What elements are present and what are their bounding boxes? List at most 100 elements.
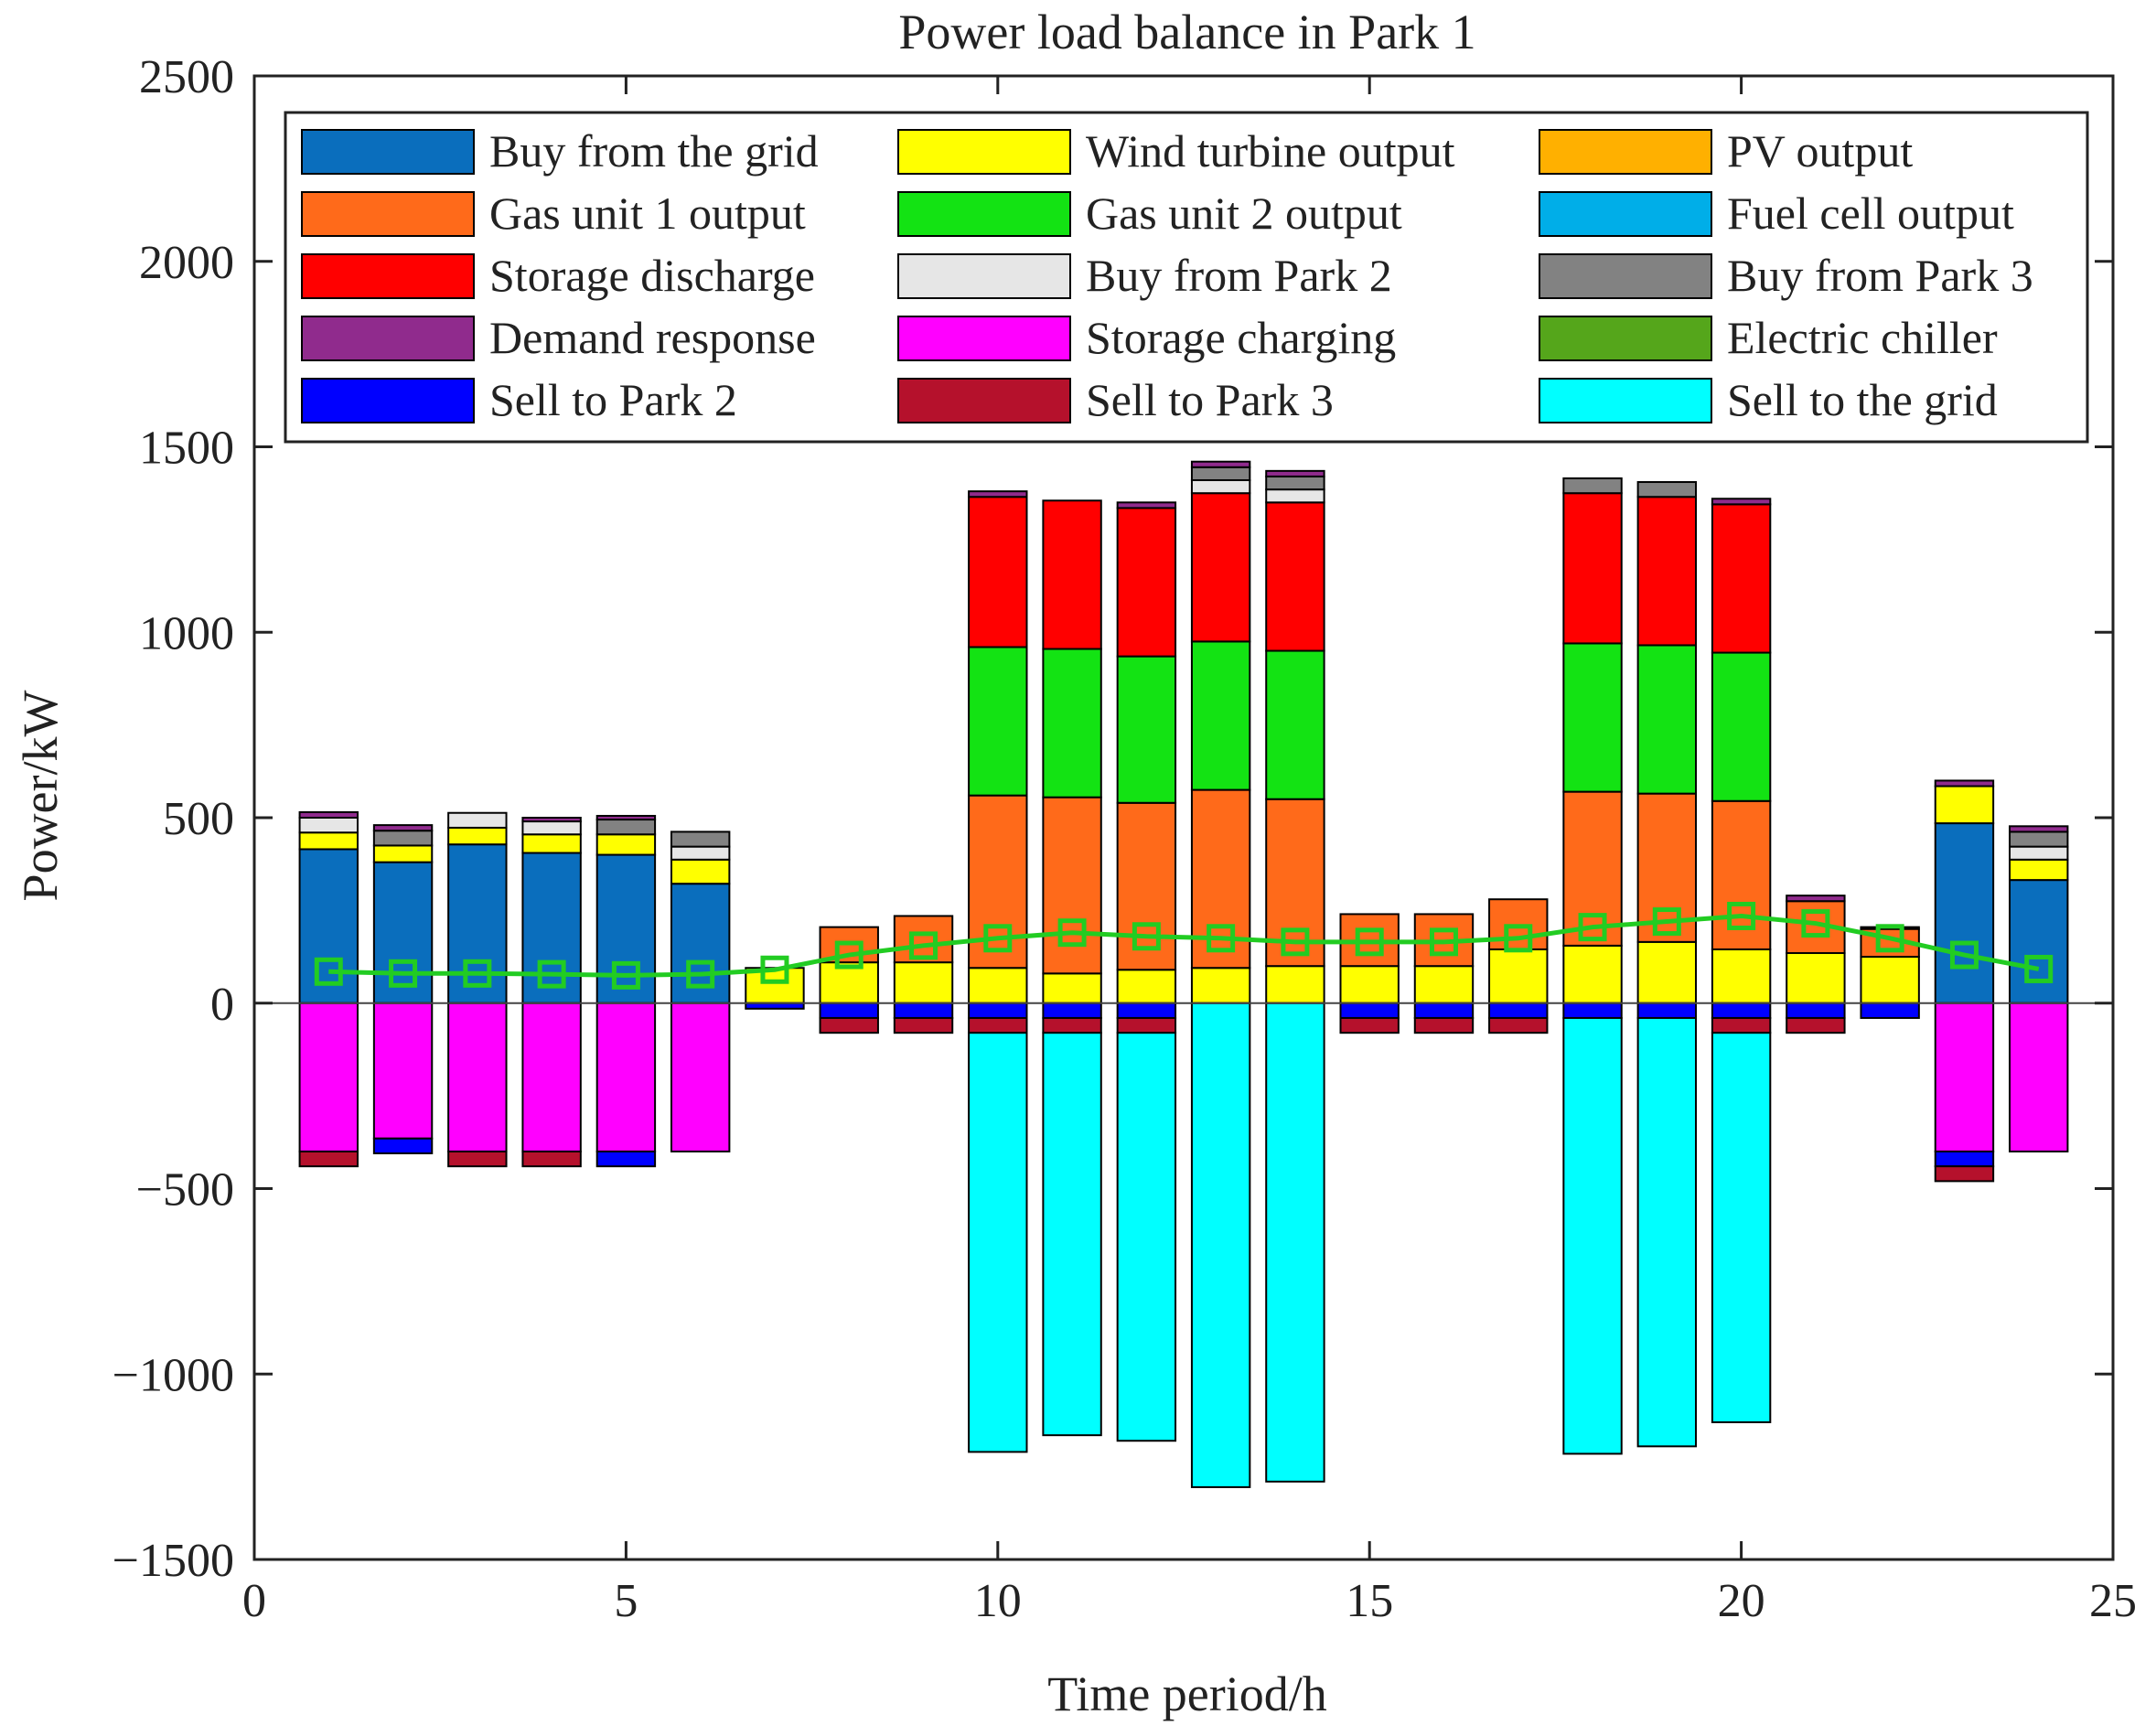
bar-buy-from-the-grid-5 <box>595 853 657 1004</box>
bar-wind-turbine-output-3 <box>447 826 508 846</box>
bar-storage-discharge-19 <box>1636 496 1698 647</box>
y-axis-label: Power/kW <box>13 690 68 901</box>
bar-gas-unit-2-output-20 <box>1711 651 1772 802</box>
bar-storage-discharge-14 <box>1265 501 1325 652</box>
bar-sell-to-park-3-23 <box>1934 1165 1995 1183</box>
bar-buy-from-park-3-5 <box>595 819 657 836</box>
y-tick-label: 0 <box>210 979 234 1031</box>
x-tick-label: 0 <box>242 1575 266 1627</box>
y-tick-label: 2500 <box>139 51 234 103</box>
legend-swatch-buy-from-park-2 <box>897 253 1071 299</box>
bar-wind-turbine-output-18 <box>1562 944 1623 1004</box>
bar-sell-to-the-grid-10 <box>968 1032 1028 1453</box>
bar-demand-response-13 <box>1190 460 1251 468</box>
axes: 0 5 10 15 20 25 −1500 −1000 −500 0 500 1000 1500 2000… <box>113 51 2137 1627</box>
legend-label-storage-charging: Storage charging <box>1086 312 1396 363</box>
bar-sell-to-park-3-11 <box>1042 1016 1102 1034</box>
bar-sell-to-park-2-23 <box>1934 1150 1995 1168</box>
load-marker-17 <box>1504 924 1533 953</box>
bar-buy-from-park-2-1 <box>298 817 359 834</box>
bar-sell-to-park-3-1 <box>298 1150 359 1168</box>
legend: Buy from the grid Wind turbine output PV o… <box>284 111 2089 444</box>
load-marker-20 <box>1727 901 1756 930</box>
legend-label-sell-to-park-3: Sell to Park 3 <box>1086 374 1334 425</box>
bar-buy-from-park-3-19 <box>1636 481 1698 498</box>
load-marker-3 <box>463 959 492 988</box>
load-marker-21 <box>1801 909 1830 938</box>
bar-wind-turbine-output-6 <box>670 858 731 885</box>
bar-storage-charging-1 <box>298 1002 359 1152</box>
bar-sell-to-park-3-20 <box>1711 1016 1772 1034</box>
legend-label-buy-from-park-3: Buy from Park 3 <box>1727 250 2033 301</box>
legend-swatch-wind-turbine-output <box>897 129 1071 175</box>
bar-demand-response-1 <box>298 810 359 819</box>
bar-demand-response-5 <box>595 814 657 821</box>
legend-label-sell-to-the-grid: Sell to the grid <box>1727 374 1998 425</box>
bar-buy-from-the-grid-3 <box>447 843 508 1004</box>
bar-storage-discharge-13 <box>1190 492 1251 643</box>
legend-label-storage-discharge: Storage discharge <box>489 250 815 301</box>
bar-wind-turbine-output-20 <box>1711 948 1772 1004</box>
legend-label-sell-to-park-2: Sell to Park 2 <box>489 374 737 425</box>
bar-buy-from-park-2-14 <box>1265 488 1325 504</box>
bar-sell-to-the-grid-19 <box>1636 1016 1698 1448</box>
legend-label-electric-chiller: Electric chiller <box>1727 312 1998 363</box>
bar-storage-discharge-20 <box>1711 503 1772 654</box>
bar-sell-to-the-grid-13 <box>1190 1002 1251 1488</box>
bar-gas-unit-1-output-18 <box>1562 790 1623 947</box>
y-tick-label: 1000 <box>139 607 234 659</box>
bar-sell-to-the-grid-11 <box>1042 1032 1102 1437</box>
legend-swatch-sell-to-the-grid <box>1539 378 1712 423</box>
load-marker-5 <box>611 960 640 990</box>
bar-wind-turbine-output-16 <box>1413 965 1475 1004</box>
load-marker-10 <box>983 924 1013 953</box>
load-marker-6 <box>686 959 715 989</box>
x-axis-label: Time period/h <box>1047 1666 1327 1721</box>
legend-swatch-gas-unit-2-output <box>897 191 1071 237</box>
bar-gas-unit-1-output-9 <box>893 915 954 964</box>
load-marker-7 <box>760 955 789 984</box>
bar-demand-response-23 <box>1934 779 1995 788</box>
bar-storage-discharge-18 <box>1562 492 1623 645</box>
bar-sell-to-park-2-21 <box>1786 1002 1846 1019</box>
bar-buy-from-park-3-13 <box>1190 466 1251 481</box>
bar-sell-to-park-3-8 <box>819 1016 879 1034</box>
legend-swatch-pv-output <box>1539 129 1712 175</box>
bar-wind-turbine-output-23 <box>1934 785 1995 825</box>
y-tick-label: 1500 <box>139 423 234 475</box>
legend-swatch-sell-to-park-3 <box>897 378 1071 423</box>
bar-gas-unit-1-output-12 <box>1116 801 1177 971</box>
bar-sell-to-park-3-17 <box>1488 1016 1549 1034</box>
load-marker-18 <box>1578 913 1607 942</box>
legend-label-pv-output: PV output <box>1727 125 1913 177</box>
bar-buy-from-park-2-24 <box>2009 845 2069 861</box>
bar-buy-from-the-grid-4 <box>521 852 582 1004</box>
bar-gas-unit-2-output-12 <box>1116 655 1177 804</box>
y-tick-label: 500 <box>163 793 234 845</box>
bar-buy-from-the-grid-24 <box>2009 879 2069 1004</box>
load-marker-24 <box>2024 954 2054 983</box>
bar-wind-turbine-output-11 <box>1042 972 1102 1004</box>
bar-sell-to-park-2-2 <box>372 1137 434 1154</box>
bar-sell-to-park-2-11 <box>1042 1002 1102 1019</box>
bar-storage-discharge-10 <box>968 496 1028 648</box>
load-marker-8 <box>834 940 863 970</box>
y-tick-label: −500 <box>136 1164 234 1216</box>
bar-storage-charging-23 <box>1934 1002 1995 1152</box>
bar-gas-unit-2-output-14 <box>1265 649 1325 800</box>
bar-wind-turbine-output-24 <box>2009 858 2069 882</box>
x-tick-label: 15 <box>1346 1575 1393 1627</box>
bar-storage-discharge-11 <box>1042 499 1102 650</box>
load-marker-12 <box>1132 922 1161 951</box>
legend-swatch-buy-from-park-3 <box>1539 253 1712 299</box>
bar-gas-unit-2-output-18 <box>1562 642 1623 793</box>
bar-demand-response-10 <box>968 490 1028 498</box>
load-marker-15 <box>1355 927 1384 957</box>
bar-buy-from-park-2-6 <box>670 845 731 861</box>
legend-label-gas-unit-2-output: Gas unit 2 output <box>1086 188 1402 239</box>
bar-wind-turbine-output-2 <box>372 844 434 863</box>
load-marker-4 <box>537 959 566 989</box>
bar-gas-unit-1-output-19 <box>1636 792 1698 943</box>
bar-wind-turbine-output-22 <box>1860 956 1920 1004</box>
load-marker-16 <box>1429 927 1458 957</box>
